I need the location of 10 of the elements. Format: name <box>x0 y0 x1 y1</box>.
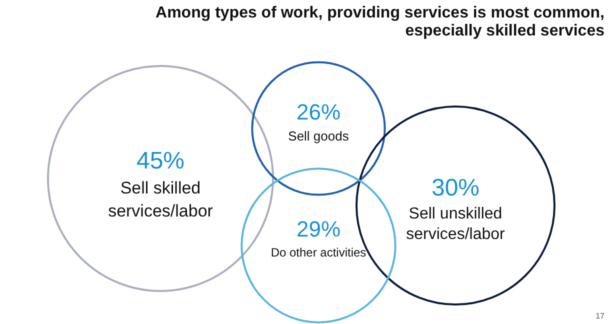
data-label: 30% <box>431 174 480 202</box>
data-label: 29% <box>296 216 341 242</box>
data-label: 26% <box>296 100 341 124</box>
text: 17 <box>596 312 606 320</box>
category-label: Sell skilled services/labor <box>108 178 214 220</box>
category-label: Sell goods <box>288 128 350 144</box>
data-label: 45% <box>136 148 185 174</box>
category-label: Sell unskilled services/labor <box>406 206 506 243</box>
category-label: Do other activities <box>270 246 366 260</box>
text: Among types of work, providing services is most common, especially skilled services <box>156 4 605 40</box>
